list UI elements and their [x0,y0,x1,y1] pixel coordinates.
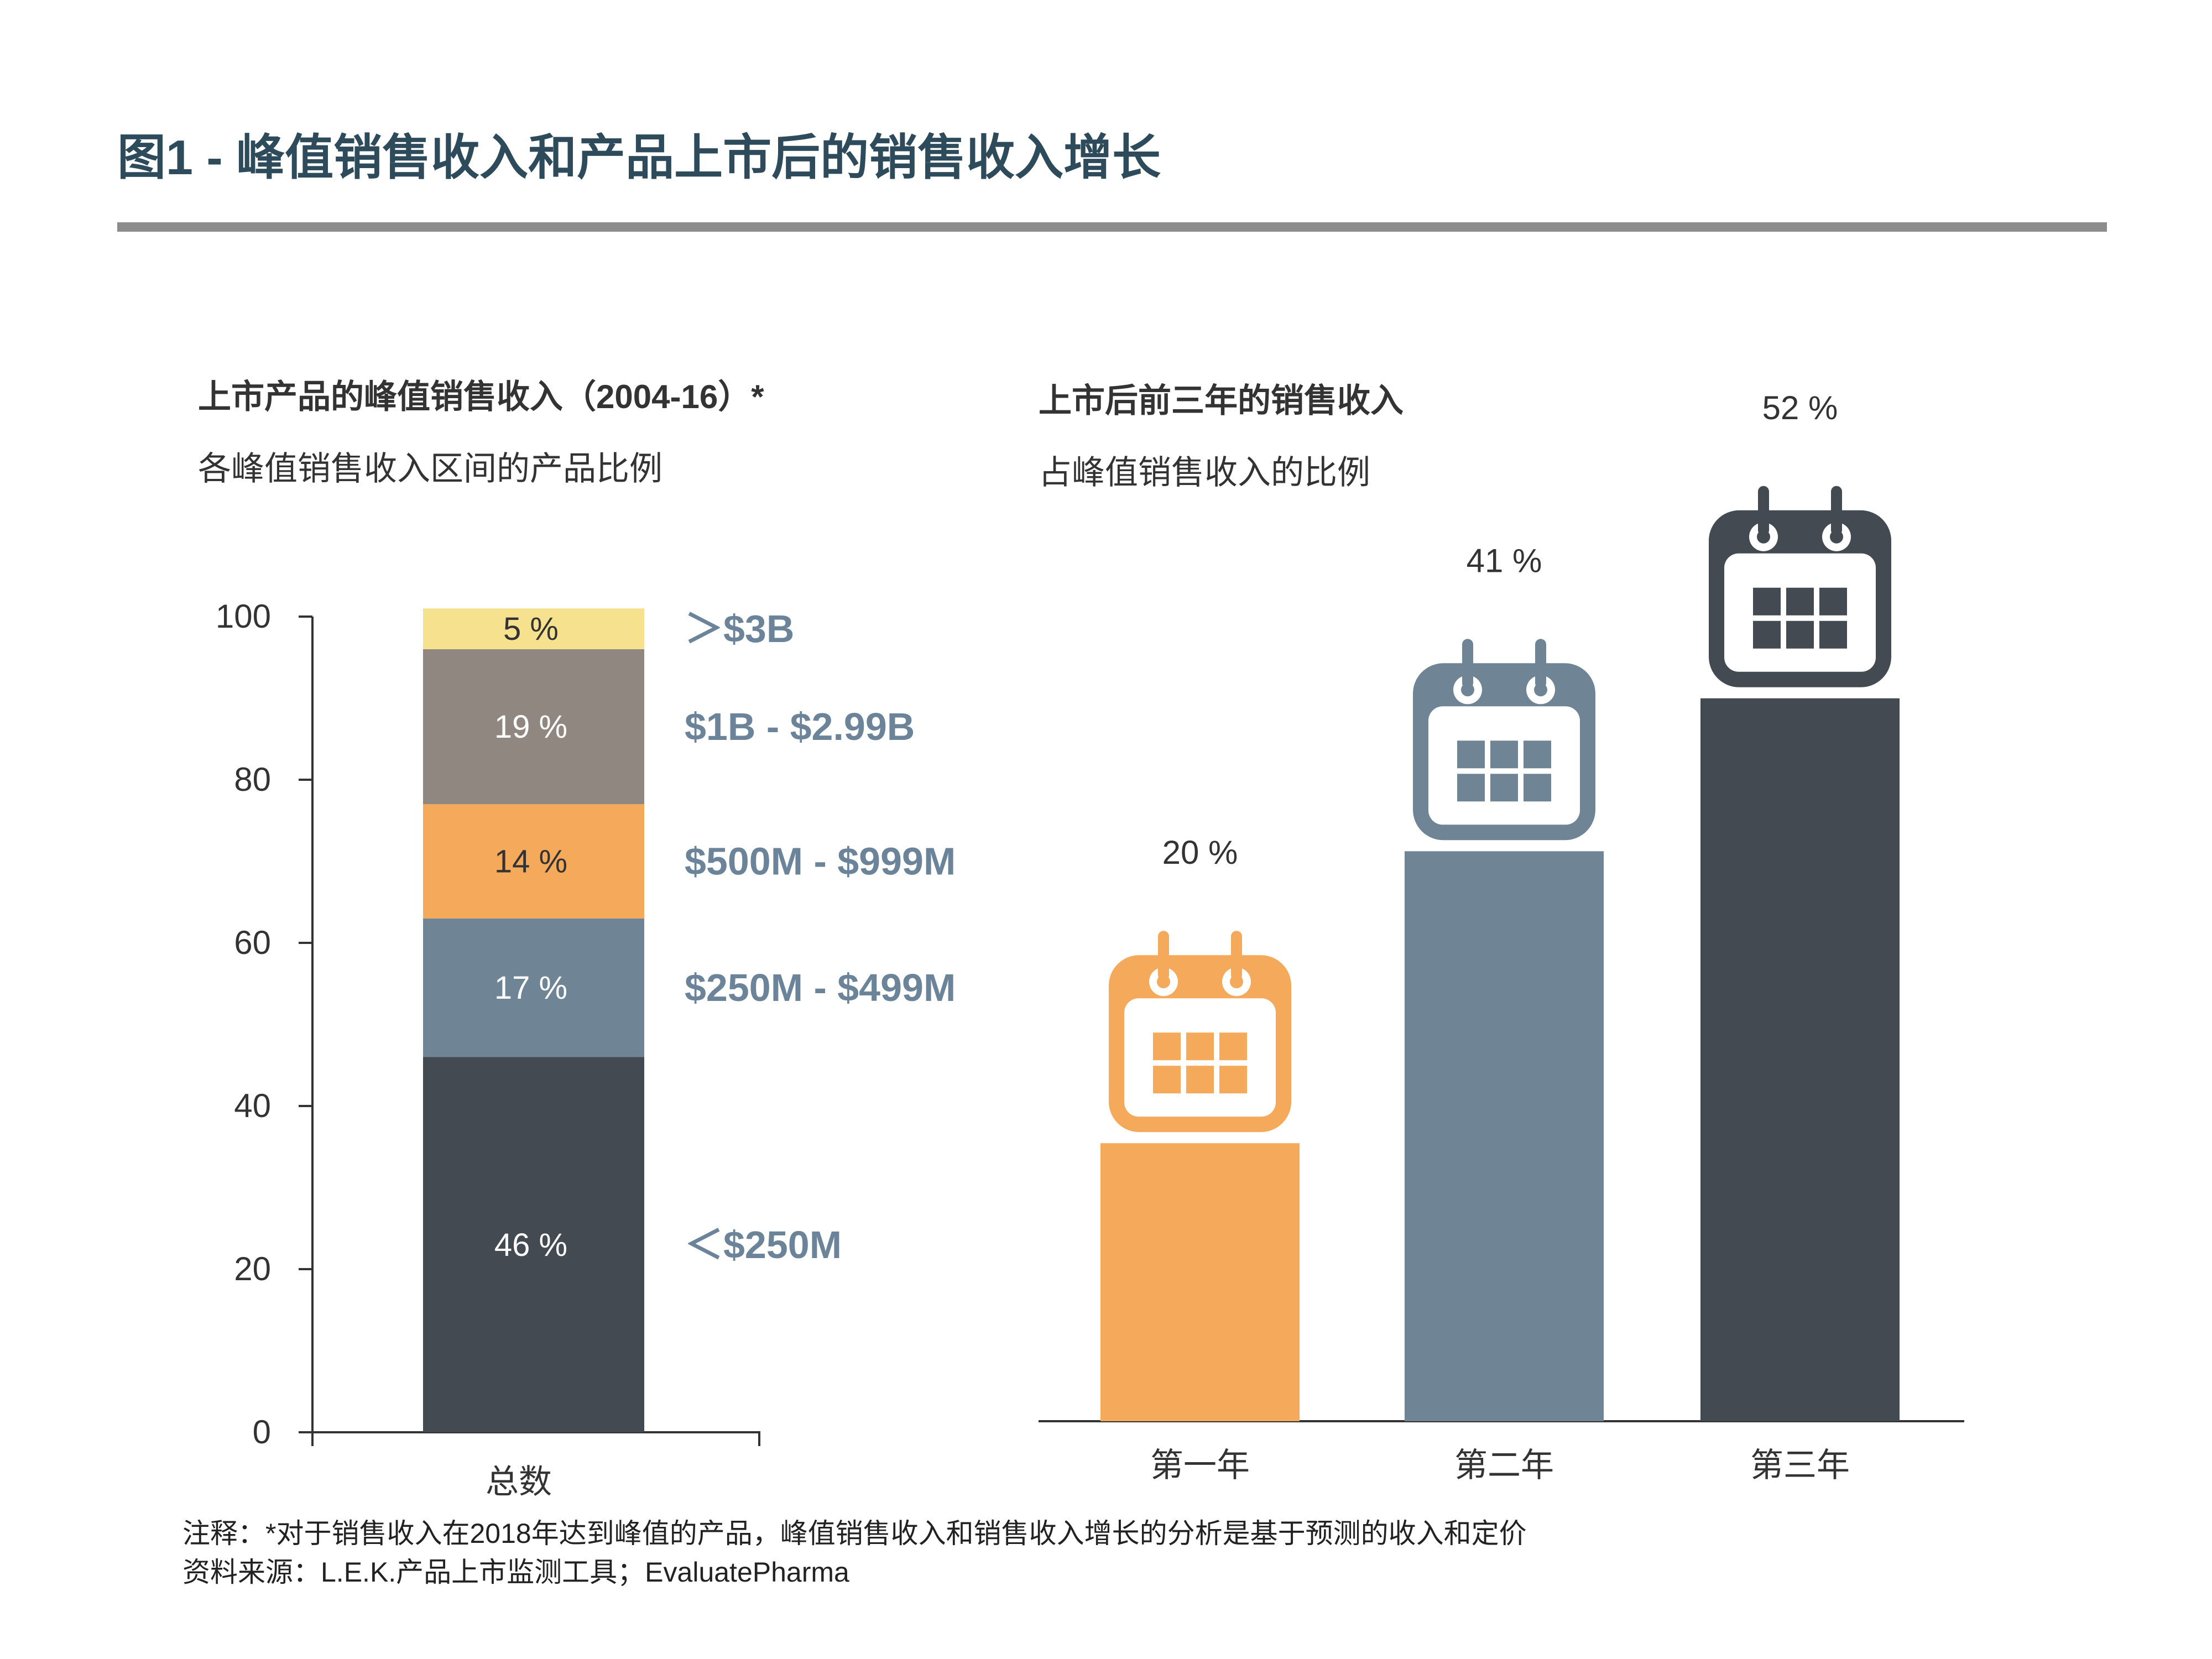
bar [1100,1143,1300,1421]
bar-value-label: 41 % [1467,542,1542,579]
source-note: 资料来源：L.E.K.产品上市监测工具；EvaluatePharma [182,1557,849,1588]
right-chart-subtitle: 占峰值销售收入的比例 [1039,454,1370,491]
stacked-segment [423,1057,644,1432]
x-tick-label: 第三年 [1750,1447,1850,1484]
segment-range-label: $500M - $999M [685,840,956,883]
calendar-icon [1413,639,1595,841]
calendar-icon [1709,486,1891,687]
y-tick-label: 100 [216,598,271,635]
segment-range-label: $1B - $2.99B [685,705,915,748]
y-tick-label: 80 [234,761,271,798]
left-stacked-bar: 46 % ＜$250M 17 % $250M - $499M 14 % $500M - $… [423,607,956,1432]
page-title: 图1 - 峰值销售收入和产品上市后的销售收入增长 [117,130,1161,185]
segment-value-label: 14 % [494,844,567,880]
bar-value-label: 20 % [1162,834,1238,871]
calendar-icon [1109,931,1291,1133]
x-tick-label: 第一年 [1150,1447,1250,1484]
segment-value-label: 19 % [494,709,567,745]
segment-value-label: 17 % [494,970,567,1006]
segment-value-label: 46 % [494,1227,567,1263]
y-tick-label: 20 [234,1250,271,1287]
stacked-segment [423,918,644,1057]
left-chart-title: 上市产品的峰值销售收入（2004-16）* [198,378,764,415]
x-tick-label: 第二年 [1454,1447,1554,1484]
bar-value-label: 52 % [1762,389,1838,426]
stacked-segment [423,608,644,649]
bar [1700,698,1900,1421]
right-bars: 20 % 第一年 41 % 第二年 52 % 第三年 [1100,389,1900,1484]
stacked-segment [423,649,644,805]
left-y-ticks: 0 20 40 60 80 100 [216,598,312,1451]
footnote: 注释：*对于销售收入在2018年达到峰值的产品，峰值销售收入和销售收入增长的分析… [182,1518,1527,1549]
right-chart-title: 上市后前三年的销售收入 [1039,382,1404,419]
y-tick-label: 60 [234,924,271,961]
left-chart-subtitle: 各峰值销售收入区间的产品比例 [198,450,662,487]
segment-value-label: 5 % [503,611,559,647]
title-rule [117,222,2107,232]
segment-range-label: ＜$250M [685,1223,842,1266]
stacked-segment [423,804,644,919]
y-tick-label: 40 [234,1087,271,1124]
segment-range-label: ＞$3B [685,607,794,650]
segment-range-label: $250M - $499M [685,966,956,1009]
y-tick-label: 0 [253,1413,271,1451]
left-x-tick-label: 总数 [486,1463,552,1500]
bar [1405,851,1604,1421]
